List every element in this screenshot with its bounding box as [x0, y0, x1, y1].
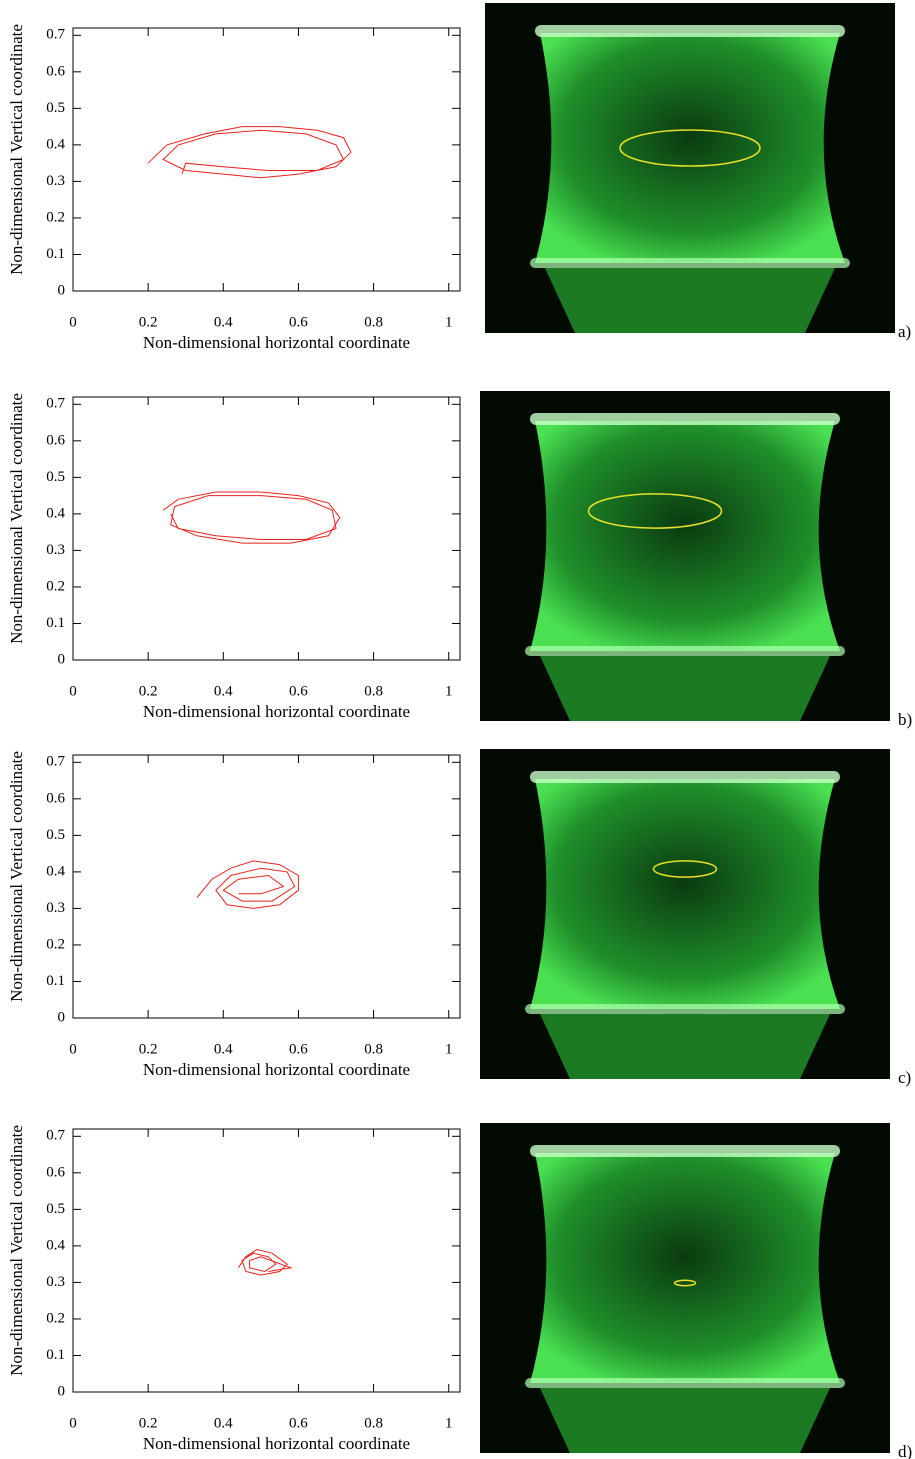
- trajectory: [197, 861, 298, 909]
- y-axis-label: Non-dimensional Vertical coordinate: [7, 393, 26, 644]
- y-tick-label: 0.4: [46, 505, 65, 521]
- y-tick-label: 0.3: [46, 542, 65, 558]
- y-tick-label: 0.4: [46, 136, 65, 152]
- x-tick-label: 0: [69, 314, 77, 330]
- x-tick-label: 1: [445, 1041, 453, 1057]
- y-tick-label: 0.2: [46, 209, 65, 225]
- x-tick-label: 0.4: [214, 314, 233, 330]
- x-tick-label: 0.2: [139, 1415, 158, 1431]
- panel-label: a): [898, 322, 911, 341]
- y-axis-label: Non-dimensional Vertical coordinate: [7, 751, 26, 1002]
- y-tick-label: 0: [58, 282, 66, 298]
- x-axis-label: Non-dimensional horizontal coordinate: [143, 702, 410, 721]
- x-axis-label: Non-dimensional horizontal coordinate: [143, 333, 410, 352]
- y-tick-label: 0.6: [46, 63, 65, 79]
- trajectory: [148, 127, 351, 178]
- y-axis-label: Non-dimensional Vertical coordinate: [7, 1125, 26, 1376]
- figure: 0 0.2 0.4 0.6 0.8 1 0 0.1 0.2 0.3 0.4 0.5 0.6 0.7 Non-…: [0, 0, 915, 1459]
- y-tick-label: 0.4: [46, 863, 65, 879]
- photo-base: [540, 1014, 830, 1079]
- y-tick-label: 0.2: [46, 936, 65, 952]
- y-tick-label: 0.1: [46, 1347, 65, 1363]
- x-tick-label: 0.8: [364, 1041, 383, 1057]
- plot-frame: [73, 755, 460, 1018]
- x-tick-label: 0.4: [214, 683, 233, 699]
- y-tick-label: 0.5: [46, 469, 65, 485]
- trajectory: [163, 492, 340, 543]
- photo-rim: [535, 25, 845, 37]
- trajectory: [238, 1250, 291, 1276]
- y-tick-label: 0.4: [46, 1237, 65, 1253]
- photo-vessel: [535, 33, 845, 263]
- y-tick-label: 0.6: [46, 432, 65, 448]
- photo-base: [545, 268, 835, 333]
- x-axis-label: Non-dimensional horizontal coordinate: [143, 1434, 410, 1453]
- x-tick-label: 0.8: [364, 1415, 383, 1431]
- photo-rim: [525, 1004, 845, 1014]
- y-tick-label: 0.3: [46, 1274, 65, 1290]
- x-tick-label: 1: [445, 683, 453, 699]
- y-tick-label: 0.7: [46, 396, 65, 412]
- x-tick-label: 0.8: [364, 683, 383, 699]
- x-tick-label: 0.4: [214, 1415, 233, 1431]
- y-tick-label: 0.5: [46, 1201, 65, 1217]
- y-tick-label: 0: [58, 1383, 66, 1399]
- y-tick-label: 0.6: [46, 790, 65, 806]
- photo-rim: [530, 771, 840, 783]
- x-axis-label: Non-dimensional horizontal coordinate: [143, 1060, 410, 1079]
- x-tick-label: 0.2: [139, 1041, 158, 1057]
- photo-rim: [525, 1378, 845, 1388]
- photo-rim: [530, 1145, 840, 1157]
- photo-base: [540, 1388, 830, 1453]
- x-tick-label: 0.6: [289, 1041, 308, 1057]
- x-tick-label: 0.6: [289, 314, 308, 330]
- x-tick-label: 0.8: [364, 314, 383, 330]
- photo-rim: [525, 646, 845, 656]
- y-tick-label: 0.7: [46, 1128, 65, 1144]
- y-tick-label: 0.6: [46, 1164, 65, 1180]
- photo-rim: [530, 413, 840, 425]
- y-tick-label: 0.3: [46, 173, 65, 189]
- y-tick-label: 0.5: [46, 100, 65, 116]
- photo-rim: [530, 258, 850, 268]
- y-tick-label: 0: [58, 1009, 66, 1025]
- panel-label: c): [898, 1068, 911, 1087]
- y-tick-label: 0.7: [46, 754, 65, 770]
- y-tick-label: 0.7: [46, 27, 65, 43]
- plot-frame: [73, 397, 460, 660]
- x-tick-label: 0: [69, 1041, 77, 1057]
- y-axis-label: Non-dimensional Vertical coordinate: [7, 24, 26, 275]
- x-tick-label: 1: [445, 1415, 453, 1431]
- x-tick-label: 1: [445, 314, 453, 330]
- panel-label: b): [898, 710, 912, 729]
- y-tick-label: 0: [58, 651, 66, 667]
- x-tick-label: 0.6: [289, 1415, 308, 1431]
- photo-vessel: [530, 421, 840, 651]
- plot-frame: [73, 1129, 460, 1392]
- plot-frame: [73, 28, 460, 291]
- photo-vessel: [530, 779, 840, 1009]
- y-tick-label: 0.3: [46, 900, 65, 916]
- x-tick-label: 0: [69, 1415, 77, 1431]
- panel-label: d): [898, 1442, 912, 1459]
- x-tick-label: 0: [69, 683, 77, 699]
- x-tick-label: 0.2: [139, 683, 158, 699]
- y-tick-label: 0.2: [46, 1310, 65, 1326]
- photo-vessel: [530, 1153, 840, 1383]
- x-tick-label: 0.2: [139, 314, 158, 330]
- y-tick-label: 0.1: [46, 973, 65, 989]
- y-tick-label: 0.1: [46, 615, 65, 631]
- x-tick-label: 0.6: [289, 683, 308, 699]
- y-tick-label: 0.2: [46, 578, 65, 594]
- y-tick-label: 0.1: [46, 246, 65, 262]
- y-tick-label: 0.5: [46, 827, 65, 843]
- x-tick-label: 0.4: [214, 1041, 233, 1057]
- photo-base: [540, 656, 830, 721]
